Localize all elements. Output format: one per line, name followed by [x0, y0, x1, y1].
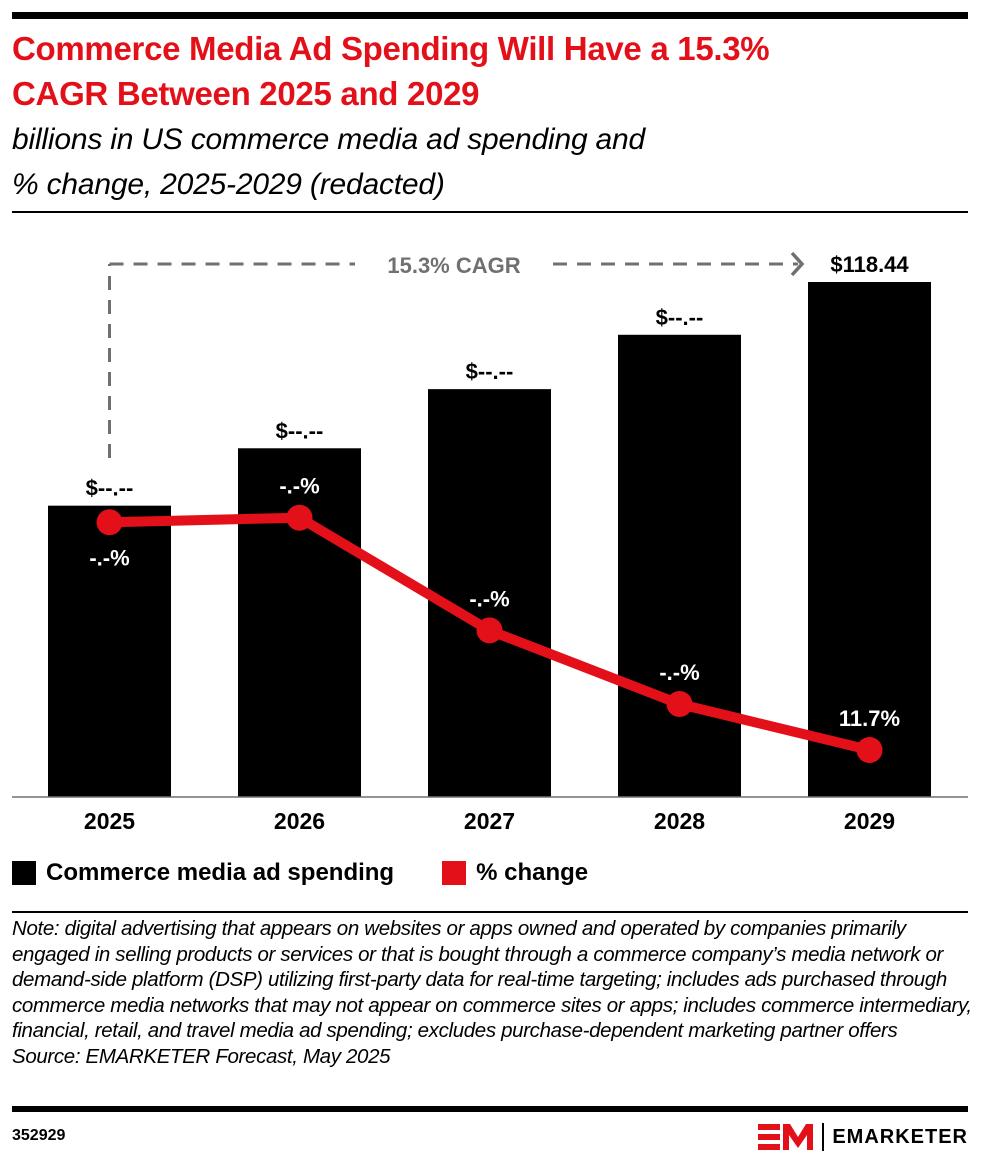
cagr-label: 15.3% CAGR — [387, 253, 520, 278]
bar-label-2028: $--.-- — [656, 305, 704, 330]
em-logo-icon — [758, 1124, 814, 1150]
bar-label-2025: $--.-- — [86, 476, 134, 501]
line-point-2025 — [96, 509, 123, 536]
legend-item-change: % change — [442, 859, 588, 887]
bar-2026 — [238, 448, 361, 797]
bar-2028 — [618, 334, 741, 797]
x-tick-2026: 2026 — [274, 808, 325, 834]
legend-swatch-spending — [12, 861, 36, 885]
logo-separator — [822, 1123, 825, 1151]
cagr-arrow-icon — [790, 251, 805, 277]
bar-label-2026: $--.-- — [276, 418, 324, 443]
brand-name: EMARKETER — [832, 1125, 968, 1148]
bar-2025 — [48, 505, 171, 797]
line-label-2029: 11.7% — [839, 706, 900, 731]
footnote: Note: digital advertising that appears o… — [12, 916, 974, 1070]
legend-rule — [12, 911, 968, 913]
percent-change-line — [96, 504, 883, 763]
bar-label-2027: $--.-- — [466, 359, 514, 384]
legend-label-spending: Commerce media ad spending — [46, 859, 395, 886]
x-axis-ticks: 2025 2026 2027 2028 2029 — [84, 808, 895, 834]
line-point-2029 — [856, 737, 883, 763]
x-tick-2025: 2025 — [84, 808, 135, 834]
bar-2027 — [428, 389, 551, 797]
chart-title: Commerce Media Ad Spending Will Have a 1… — [12, 26, 972, 116]
top-rule — [12, 12, 968, 19]
title-line-2: CAGR Between 2025 and 2029 — [12, 75, 480, 112]
line-label-2027: -.-% — [469, 586, 509, 611]
note-text: Note: digital advertising that appears o… — [12, 917, 972, 1043]
x-tick-2029: 2029 — [844, 808, 895, 834]
chart-id: 352929 — [12, 1127, 66, 1144]
source-text: Source: EMARKETER Forecast, May 2025 — [12, 1044, 391, 1068]
line-point-2028 — [666, 691, 693, 717]
header-rule — [12, 211, 968, 213]
line-point-2026 — [286, 504, 313, 531]
title-line-1: Commerce Media Ad Spending Will Have a 1… — [12, 30, 770, 67]
x-tick-2027: 2027 — [464, 808, 515, 834]
bar-label-2029: $118.44 — [830, 252, 909, 277]
line-label-2025: -.-% — [89, 545, 129, 570]
line-point-2027 — [476, 617, 503, 644]
chart-plot: 15.3% CAGR $--.-- $--.-- $--.-- $--.-- $118.… — [12, 251, 968, 834]
cagr-annotation: 15.3% CAGR — [108, 251, 805, 458]
data-labels: $--.-- $--.-- $--.-- $--.-- $118.44 -.-% -.-% -… — [86, 252, 910, 731]
bottom-rule — [12, 1106, 968, 1112]
bar-2029 — [808, 282, 931, 797]
line-label-2028: -.-% — [659, 660, 699, 685]
subtitle-line-2: % change, 2025-2029 (redacted) — [12, 168, 445, 201]
legend-swatch-change — [442, 861, 467, 885]
chart-subtitle: billions in US commerce media ad spendin… — [12, 117, 972, 207]
subtitle-line-1: billions in US commerce media ad spendin… — [12, 123, 646, 156]
legend-item-spending: Commerce media ad spending — [12, 859, 394, 887]
line-label-2026: -.-% — [279, 474, 319, 499]
legend-label-change: % change — [476, 859, 589, 886]
emarketer-logo: EMARKETER — [758, 1122, 968, 1152]
legend: Commerce media ad spending % change — [12, 858, 636, 888]
x-tick-2028: 2028 — [654, 808, 705, 834]
